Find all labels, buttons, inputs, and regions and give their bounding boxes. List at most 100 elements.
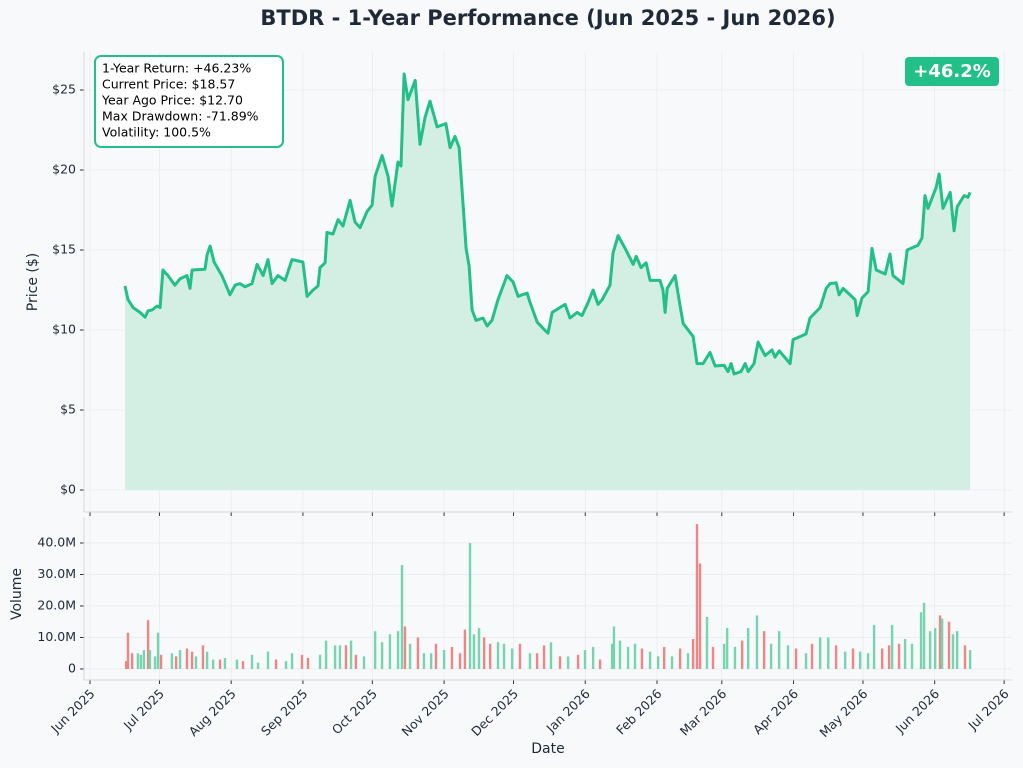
y-tick-label: $10 xyxy=(52,322,76,337)
volume-bar xyxy=(762,631,766,669)
volume-bar xyxy=(408,643,412,669)
volume-bar xyxy=(947,621,951,669)
volume-bar xyxy=(403,626,407,669)
x-tick-label: Dec 2025 xyxy=(468,686,521,739)
y-tick-label: 30.0M xyxy=(37,566,76,581)
volume-bar xyxy=(612,626,616,669)
volume-bar xyxy=(235,659,239,669)
volume-bar xyxy=(488,643,492,669)
volume-bar xyxy=(185,648,189,669)
volume-bar xyxy=(130,653,134,669)
volume-bar xyxy=(963,645,967,669)
stats-line: Year Ago Price: $12.70 xyxy=(101,93,243,108)
x-tick-label: Mar 2026 xyxy=(677,686,730,739)
volume-bar xyxy=(640,648,644,669)
volume-bar xyxy=(139,654,143,669)
volume-bar xyxy=(827,637,830,669)
stats-line: Current Price: $18.57 xyxy=(102,77,235,92)
volume-bar xyxy=(897,643,901,669)
volume-bar xyxy=(872,624,876,669)
volume-bar xyxy=(711,646,715,669)
volume-bar xyxy=(482,637,486,669)
volume-bar xyxy=(241,661,245,669)
volume-bar xyxy=(344,645,348,669)
volume-bar xyxy=(211,659,215,669)
volume-bar xyxy=(349,640,353,669)
volume-bar xyxy=(458,653,462,669)
volume-bar xyxy=(851,648,855,669)
volume-bar xyxy=(510,648,514,669)
volume-bar xyxy=(746,628,750,669)
volume-bar xyxy=(146,620,150,669)
volume-bar xyxy=(422,653,426,669)
volume-bar xyxy=(866,653,870,669)
volume-bar xyxy=(174,656,178,669)
volume-bar xyxy=(306,657,310,669)
volume-bar xyxy=(429,653,433,669)
volume-bar xyxy=(725,628,729,669)
y-axis-label: Price ($) xyxy=(25,253,41,311)
volume-bar xyxy=(542,645,546,669)
volume-bar xyxy=(656,656,660,669)
volume-bar xyxy=(922,602,926,669)
volume-bar xyxy=(769,643,773,669)
price-line xyxy=(123,72,972,376)
volume-bar xyxy=(938,615,942,669)
stats-box: 1-Year Return: +46.23%Current Price: $18… xyxy=(94,55,284,148)
volume-bar xyxy=(591,646,595,669)
y-tick-label: 10.0M xyxy=(37,629,76,644)
volume-bar xyxy=(284,661,288,669)
volume-bar xyxy=(126,632,130,669)
volume-bar xyxy=(300,654,304,669)
return-badge-text: +46.2% xyxy=(913,61,991,82)
y-tick-label: 20.0M xyxy=(37,597,76,612)
volume-bar xyxy=(933,628,937,669)
volume-bar xyxy=(388,634,392,669)
volume-bar xyxy=(804,653,808,669)
x-tick-label: Jun 2025 xyxy=(47,686,97,736)
volume-bar xyxy=(373,631,377,669)
volume-bar xyxy=(142,650,146,669)
volume-bar xyxy=(442,650,446,669)
volume-bar xyxy=(502,643,506,669)
volume-bar xyxy=(968,650,972,669)
x-tick-label: Jul 2025 xyxy=(120,686,167,733)
volume-bar xyxy=(618,640,622,669)
volume-bar xyxy=(794,648,798,669)
volume-bar xyxy=(670,656,674,669)
volume-bar xyxy=(843,651,847,669)
volume-bar xyxy=(818,637,822,669)
y-tick-label: $20 xyxy=(52,162,76,177)
volume-bar xyxy=(205,651,209,669)
volume-bar xyxy=(290,653,294,669)
volume-bar xyxy=(858,651,862,669)
x-tick-label: Jan 2026 xyxy=(543,686,593,736)
volume-bar xyxy=(633,643,637,669)
volume-bar xyxy=(733,646,737,669)
volume-bar xyxy=(691,639,695,669)
stats-line: 1-Year Return: +46.23% xyxy=(102,61,251,76)
volume-bar xyxy=(880,648,884,669)
y-axis-label: Volume xyxy=(9,568,25,620)
x-tick-label: Jul 2026 xyxy=(964,686,1011,733)
volume-bar xyxy=(266,651,270,669)
x-tick-label: Oct 2025 xyxy=(329,686,380,737)
volume-bar xyxy=(256,662,260,669)
volume-bar xyxy=(450,646,454,669)
volume-bar xyxy=(274,659,278,669)
x-tick-label: Aug 2025 xyxy=(186,686,239,739)
volume-bar xyxy=(598,659,602,669)
volume-bar xyxy=(928,631,932,669)
volume-bar xyxy=(324,640,328,669)
volume-bar xyxy=(472,634,476,669)
volume-bar xyxy=(890,624,894,669)
volume-bar xyxy=(648,651,652,669)
volume-bar xyxy=(178,650,182,669)
x-tick-label: Feb 2026 xyxy=(613,686,665,738)
volume-bar xyxy=(549,642,553,669)
volume-bar xyxy=(463,629,467,669)
volume-bar xyxy=(380,642,384,669)
volume-bar xyxy=(156,632,160,669)
volume-bar xyxy=(558,656,562,669)
